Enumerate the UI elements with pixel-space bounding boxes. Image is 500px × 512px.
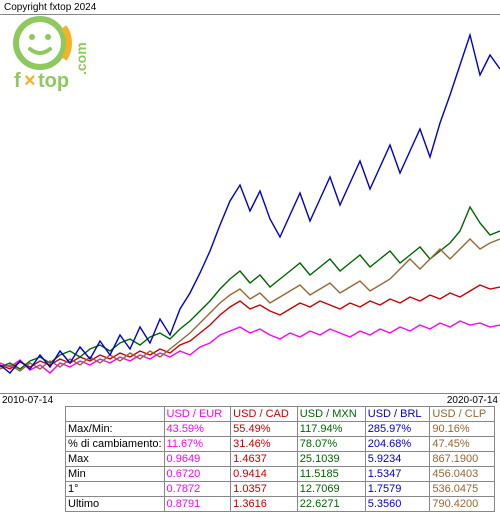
stats-table: USD / EURUSD / CADUSD / MXNUSD / BRLUSD … (65, 406, 495, 512)
row-header: Max/Min: (66, 422, 165, 437)
table-cell: 536.0475 (430, 482, 495, 497)
stats-table-wrap: USD / EURUSD / CADUSD / MXNUSD / BRLUSD … (65, 406, 495, 512)
fxtop-logo: f × top .com (8, 15, 118, 98)
col-header: USD / EUR (164, 407, 231, 422)
col-header: USD / CAD (231, 407, 298, 422)
table-cell: 78.07% (297, 437, 365, 452)
table-cell: 1.4637 (231, 452, 298, 467)
table-cell: 0.9414 (231, 467, 298, 482)
table-cell: 31.46% (231, 437, 298, 452)
table-cell: 11.5185 (297, 467, 365, 482)
series-usdclp (0, 239, 500, 371)
svg-text:top: top (38, 70, 69, 92)
table-cell: 117.94% (297, 422, 365, 437)
table-cell: 11.67% (164, 437, 231, 452)
table-cell: 0.6720 (164, 467, 231, 482)
table-cell: 25.1039 (297, 452, 365, 467)
x-axis-start-label: 2010-07-14 (2, 395, 53, 406)
table-cell: 0.8791 (164, 497, 231, 512)
row-header: % di cambiamento: (66, 437, 165, 452)
table-cell: 43.59% (164, 422, 231, 437)
svg-text:.com: .com (73, 42, 89, 75)
table-cell: 0.9649 (164, 452, 231, 467)
col-header: USD / BRL (365, 407, 430, 422)
x-axis-end-label: 2020-07-14 (447, 395, 498, 406)
row-header: Min (66, 467, 165, 482)
row-header: Max (66, 452, 165, 467)
row-header: 1° (66, 482, 165, 497)
svg-text:×: × (24, 70, 36, 92)
table-cell: 5.3560 (365, 497, 430, 512)
series-usdeur (0, 321, 500, 373)
series-usdmxn (0, 207, 500, 369)
table-cell: 1.7579 (365, 482, 430, 497)
table-cell: 5.9234 (365, 452, 430, 467)
table-cell: 22.6271 (297, 497, 365, 512)
table-cell: 1.0357 (231, 482, 298, 497)
table-corner (66, 407, 165, 422)
table-cell: 790.4200 (430, 497, 495, 512)
table-cell: 285.97% (365, 422, 430, 437)
table-cell: 55.49% (231, 422, 298, 437)
table-cell: 12.7069 (297, 482, 365, 497)
table-cell: 867.1900 (430, 452, 495, 467)
copyright-text: Copyright fxtop 2024 (4, 2, 96, 13)
row-header: Ultimo (66, 497, 165, 512)
table-cell: 0.7872 (164, 482, 231, 497)
col-header: USD / CLP (430, 407, 495, 422)
svg-text:f: f (14, 70, 21, 92)
table-cell: 47.45% (430, 437, 495, 452)
table-cell: 90.16% (430, 422, 495, 437)
table-cell: 1.5347 (365, 467, 430, 482)
table-cell: 204.68% (365, 437, 430, 452)
table-cell: 1.3616 (231, 497, 298, 512)
col-header: USD / MXN (297, 407, 365, 422)
table-cell: 456.0403 (430, 467, 495, 482)
